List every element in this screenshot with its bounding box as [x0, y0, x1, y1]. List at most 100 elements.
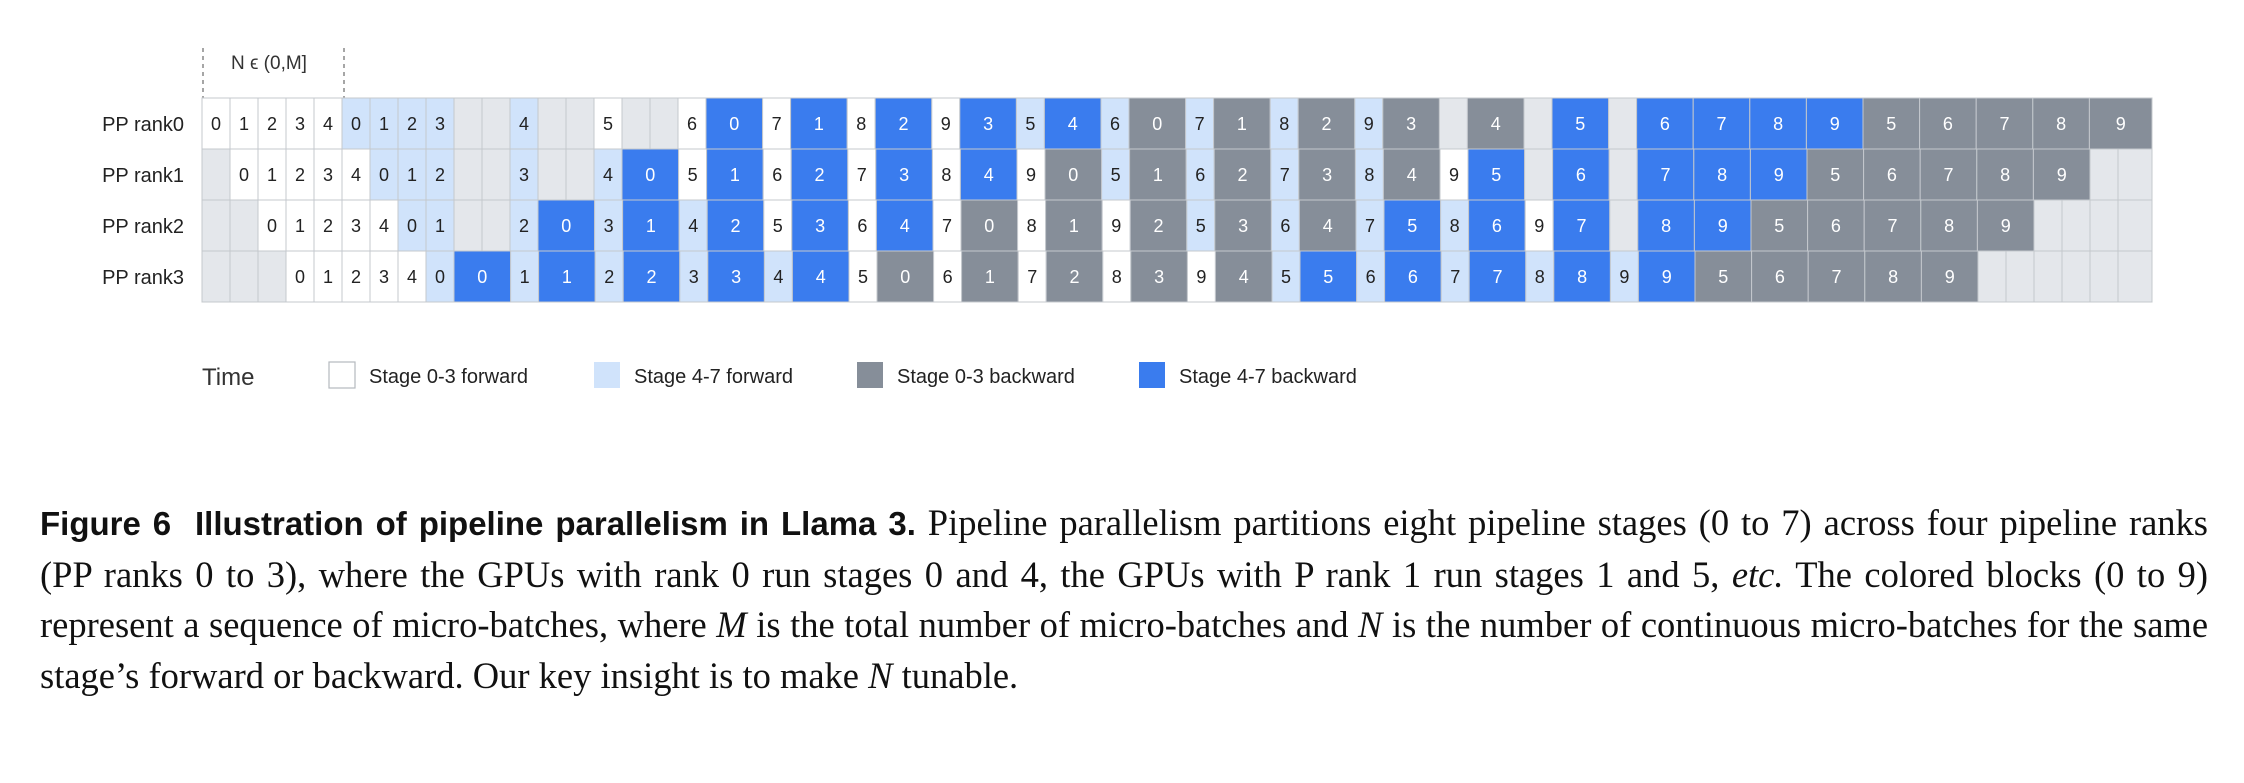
- stage-4-7-backward-cell: [1692, 97, 1751, 150]
- stage-4-7-backward-cell: [706, 148, 764, 201]
- micro-batch-label: 1: [814, 114, 824, 134]
- micro-batch-label: 1: [730, 165, 740, 185]
- stage-4-7-backward-cell: [791, 199, 849, 252]
- micro-batch-label: 7: [1027, 267, 1037, 287]
- stage-0-3-backward-cell: [1045, 250, 1104, 303]
- idle-cell: [2089, 148, 2119, 201]
- micro-batch-label: 2: [351, 267, 361, 287]
- micro-batch-label: 1: [1153, 165, 1163, 185]
- micro-batch-label: 8: [1661, 216, 1671, 236]
- stage-4-7-forward-cell: [1271, 250, 1301, 303]
- stage-4-7-forward-cell: [1185, 97, 1215, 150]
- caption-text: is the total number of micro-batches and: [756, 604, 1349, 645]
- stage-0-3-backward-cell: [1045, 199, 1103, 252]
- micro-batch-label: 9: [1111, 216, 1121, 236]
- micro-batch-label: 6: [857, 216, 867, 236]
- stage-4-7-backward-cell: [1468, 250, 1527, 303]
- micro-batch-label: 1: [562, 267, 572, 287]
- micro-batch-label: 6: [1195, 165, 1205, 185]
- stage-0-3-forward-cell: [933, 250, 963, 303]
- time-label: Time: [202, 364, 254, 391]
- idle-cell: [1524, 148, 1554, 201]
- micro-batch-label: 4: [379, 216, 389, 236]
- micro-batch-label: 4: [900, 216, 910, 236]
- micro-batch-label: 5: [688, 165, 698, 185]
- micro-batch-label: 7: [772, 114, 782, 134]
- stage-0-3-forward-cell: [847, 199, 877, 252]
- legend-label: Stage 0-3 forward: [369, 366, 528, 388]
- stage-4-7-forward-cell: [1355, 199, 1385, 252]
- micro-batch-label: 0: [1152, 114, 1162, 134]
- idle-cell: [2005, 250, 2035, 303]
- stage-4-7-forward-cell: [594, 250, 624, 303]
- stage-4-7-backward-cell: [1043, 97, 1102, 150]
- stage-0-3-backward-cell: [1044, 148, 1103, 201]
- caption-title: Illustration of pipeline parallelism in …: [194, 505, 916, 542]
- micro-batch-label: 7: [1280, 165, 1290, 185]
- micro-batch-label: 4: [519, 114, 529, 134]
- micro-batch-label: 9: [941, 114, 951, 134]
- stage-0-3-backward-cell: [876, 250, 935, 303]
- stage-0-3-backward-cell: [1920, 250, 1979, 303]
- micro-batch-label: 8: [1279, 114, 1289, 134]
- micro-batch-label: 4: [1323, 216, 1333, 236]
- stage-4-7-forward-cell: [425, 148, 455, 201]
- rank-label: PP rank3: [102, 267, 184, 289]
- stage-4-7-forward-cell: [763, 250, 793, 303]
- stage-4-7-backward-cell: [622, 199, 680, 252]
- micro-batch-label: 7: [1576, 216, 1586, 236]
- stage-4-7-forward-cell: [1269, 97, 1299, 150]
- micro-batch-label: 0: [211, 114, 221, 134]
- stage-0-3-forward-cell: [1102, 250, 1132, 303]
- idle-cell: [1977, 250, 2007, 303]
- idle-cell: [565, 148, 595, 201]
- micro-batch-label: 3: [1322, 165, 1332, 185]
- micro-batch-label: 5: [858, 267, 868, 287]
- stage-4-7-backward-cell: [1467, 148, 1526, 201]
- annotation-label: N ϵ (0,M]: [231, 53, 307, 74]
- micro-batch-label: 3: [731, 267, 741, 287]
- stage-0-3-forward-cell: [762, 97, 792, 150]
- stage-4-7-backward-cell: [875, 148, 933, 201]
- idle-cell: [2117, 250, 2153, 303]
- micro-batch-label: 9: [1774, 165, 1784, 185]
- micro-batch-label: 3: [1406, 114, 1416, 134]
- micro-batch-label: 6: [1775, 267, 1785, 287]
- idle-cell: [201, 250, 231, 303]
- stage-0-3-forward-cell: [313, 250, 343, 303]
- micro-batch-label: 5: [1830, 165, 1840, 185]
- stage-0-3-backward-cell: [1807, 199, 1865, 252]
- stage-4-7-backward-cell: [621, 148, 680, 201]
- stage-4-7-forward-cell: [1100, 97, 1130, 150]
- legend-swatch-stage-0-3-backward: [857, 362, 883, 388]
- micro-batch-label: 2: [730, 216, 740, 236]
- micro-batch-label: 7: [1660, 165, 1670, 185]
- stage-0-3-forward-cell: [285, 199, 315, 252]
- micro-batch-label: 5: [1575, 114, 1585, 134]
- micro-batch-label: 6: [1660, 114, 1670, 134]
- idle-cell: [621, 97, 651, 150]
- stage-0-3-backward-cell: [1919, 148, 1978, 201]
- stage-0-3-backward-cell: [1863, 199, 1922, 252]
- idle-cell: [453, 199, 483, 252]
- micro-batch-label: 3: [1238, 216, 1248, 236]
- micro-batch-label: 3: [815, 216, 825, 236]
- idle-cell: [1523, 97, 1553, 150]
- stage-0-3-forward-cell: [848, 250, 878, 303]
- stage-0-3-backward-cell: [1382, 148, 1441, 201]
- idle-cell: [1609, 199, 1639, 252]
- legend-swatch-stage-4-7-backward: [1139, 362, 1165, 388]
- stage-4-7-backward-cell: [1552, 199, 1611, 252]
- micro-batch-label: 1: [267, 165, 277, 185]
- micro-batch-label: 3: [379, 267, 389, 287]
- micro-batch-label: 1: [1069, 216, 1079, 236]
- micro-batch-label: 6: [1492, 216, 1502, 236]
- micro-batch-label: 6: [1280, 216, 1290, 236]
- figure-caption: Figure 6 Illustration of pipeline parall…: [40, 498, 2208, 701]
- idle-cell: [257, 250, 287, 303]
- micro-batch-label: 5: [1025, 114, 1035, 134]
- idle-cell: [201, 148, 231, 201]
- micro-batch-label: 5: [1407, 216, 1417, 236]
- micro-batch-label: 6: [772, 165, 782, 185]
